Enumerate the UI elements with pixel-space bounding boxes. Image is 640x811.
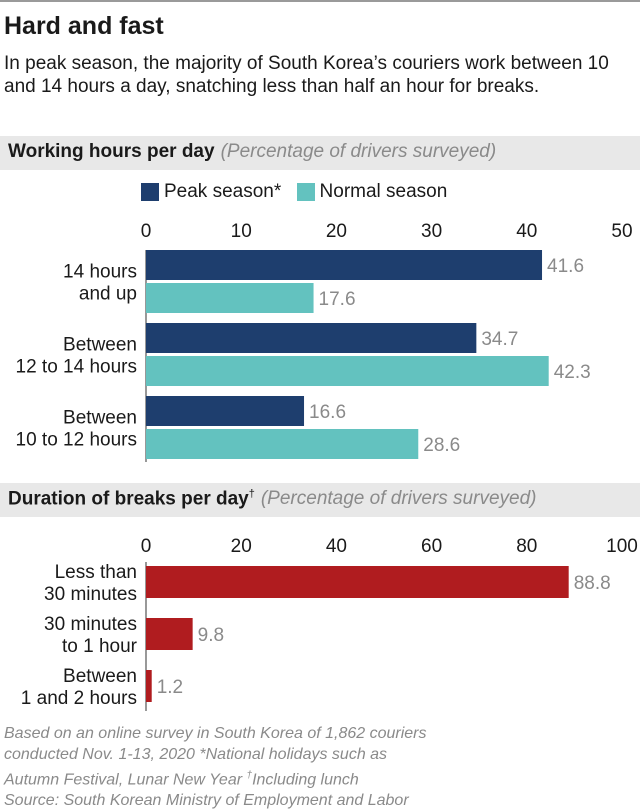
page-subtitle: In peak season, the majority of South Ko… <box>4 53 609 97</box>
footnote-line-4: Source: South Korean Ministry of Employm… <box>4 792 409 810</box>
footnote-line-1: Based on an online survey in South Korea… <box>4 725 427 742</box>
chart1-tick-label: 40 <box>516 221 537 242</box>
category-label: and up <box>79 284 137 305</box>
category-label: 12 to 14 hours <box>16 357 137 378</box>
chart1-tick-label: 50 <box>611 221 632 242</box>
data-label: 16.6 <box>309 402 346 423</box>
category-label: 30 minutes <box>44 614 137 635</box>
chart1-legend: Peak season* Normal season <box>141 181 457 207</box>
chart2-title-mark: † <box>248 488 255 500</box>
category-label: 10 to 12 hours <box>16 430 137 451</box>
legend-label-normal: Normal season <box>319 181 448 202</box>
data-label: 28.6 <box>423 435 460 456</box>
chart2-tick-label: 40 <box>326 536 347 557</box>
bar-2-2-0 <box>146 670 152 702</box>
chart2-tick-label: 60 <box>421 536 442 557</box>
chart2-header-band: Duration of breaks per day† (Percentage o… <box>0 483 640 517</box>
legend-label-peak: Peak season* <box>164 181 282 202</box>
chart2-tick-label: 0 <box>141 536 152 557</box>
bar-1-2-0 <box>146 396 305 426</box>
legend-item-normal: Normal season <box>296 181 448 203</box>
chart2-title-row: Duration of breaks per day† (Percentage o… <box>8 488 536 510</box>
footnote-mark: † <box>246 770 253 781</box>
category-label: 1 and 2 hours <box>21 688 137 709</box>
bar-2-1-0 <box>146 618 193 650</box>
category-label: Less than <box>55 562 137 583</box>
bar-1-1-0 <box>146 323 477 353</box>
category-label: Between <box>63 408 137 429</box>
data-label: 88.8 <box>574 573 611 594</box>
data-label: 41.6 <box>547 256 584 277</box>
bar-2-0-0 <box>146 566 569 598</box>
category-label: Between <box>63 666 137 687</box>
legend-swatch-normal <box>296 183 315 201</box>
footnote: Based on an online survey in South Korea… <box>4 723 634 811</box>
chart2-tick-label: 100 <box>606 536 638 557</box>
chart2-title: Duration of breaks per day <box>8 488 249 510</box>
category-label: to 1 hour <box>62 636 138 657</box>
data-label: 34.7 <box>481 329 518 350</box>
chart1-tick-label: 30 <box>421 221 442 242</box>
bar-1-2-1 <box>146 429 419 459</box>
bar-1-0-0 <box>146 250 543 280</box>
bar-1-1-1 <box>146 356 549 386</box>
data-label: 1.2 <box>157 677 183 698</box>
chart1-unit-note: (Percentage of drivers surveyed) <box>220 141 497 162</box>
data-label: 9.8 <box>198 625 224 646</box>
chart2-unit-note: (Percentage of drivers surveyed) <box>260 488 537 510</box>
chart1-tick-label: 20 <box>326 221 347 242</box>
chart1-header-band: Working hours per day (Percentage of driv… <box>0 136 640 170</box>
chart1-tick-label: 0 <box>141 221 152 242</box>
bar-1-0-1 <box>146 283 314 313</box>
top-rule <box>0 0 640 2</box>
footnote-line-3a: Autumn Festival, Lunar New Year <box>4 771 247 789</box>
legend-swatch-peak <box>141 183 159 201</box>
chart2-tick-label: 80 <box>516 536 537 557</box>
footnote-line-3b: Including lunch <box>252 771 359 789</box>
data-label: 42.3 <box>554 362 591 383</box>
category-label: 30 minutes <box>44 584 137 605</box>
footnote-line-2: conducted Nov. 1-13, 2020 *National holi… <box>4 746 388 763</box>
chart1-tick-label: 10 <box>231 221 252 242</box>
category-label: Between <box>63 335 137 356</box>
page-title: Hard and fast <box>4 12 164 40</box>
chart2-tick-label: 20 <box>231 536 252 557</box>
chart1-title: Working hours per day <box>8 141 215 162</box>
category-label: 14 hours <box>63 262 137 283</box>
chart1-title-row: Working hours per day (Percentage of driv… <box>8 141 496 163</box>
legend-item-peak: Peak season* <box>141 181 281 203</box>
data-label: 17.6 <box>319 289 356 310</box>
